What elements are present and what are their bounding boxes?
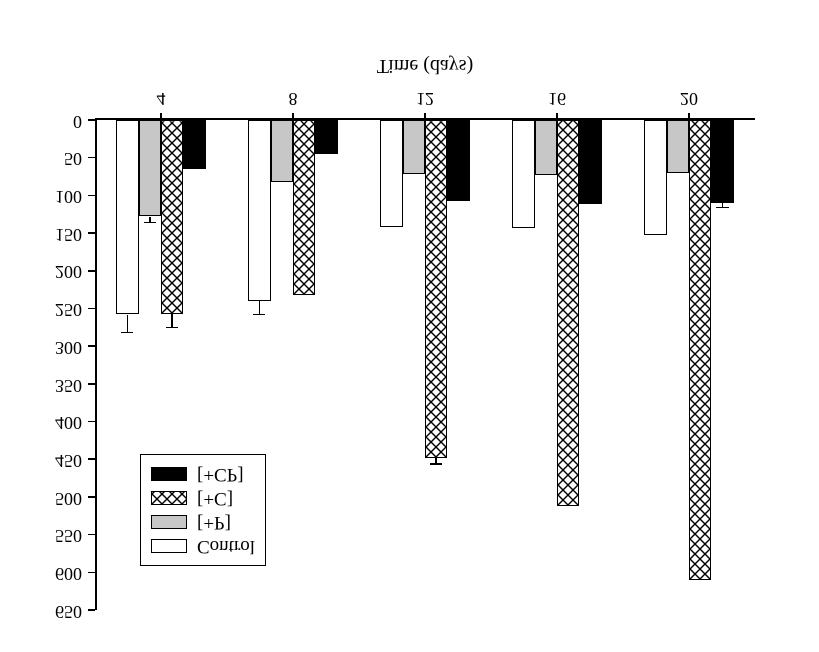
y-tick-label: 50 — [64, 148, 82, 169]
y-tick-label: 300 — [55, 337, 82, 358]
bar-p — [535, 120, 557, 175]
y-tick — [88, 421, 95, 423]
y-tick — [88, 270, 95, 272]
x-tick — [292, 113, 294, 120]
x-tick — [424, 113, 426, 120]
y-tick-label: 250 — [55, 299, 82, 320]
y-tick — [88, 496, 95, 498]
error-cap — [121, 332, 133, 334]
x-tick-label: 20 — [659, 88, 719, 109]
y-tick — [88, 534, 95, 536]
legend-swatch-cp — [151, 467, 187, 481]
y-tick — [88, 308, 95, 310]
error-cap — [166, 327, 178, 329]
y-tick-label: 0 — [73, 111, 82, 132]
bar-chart: 0 50 100 150 200 250 300 350 400 450 500 550 600 650 4… — [0, 0, 819, 652]
legend-label-c: [+C] — [197, 487, 233, 509]
y-tick-label: 350 — [55, 375, 82, 396]
y-tick-label: 500 — [55, 488, 82, 509]
bar-cp — [579, 120, 601, 204]
bar-cp — [447, 120, 469, 201]
y-tick — [88, 345, 95, 347]
error-cap — [716, 207, 728, 209]
legend-item-c: [+C] — [151, 487, 255, 509]
y-tick-label: 650 — [55, 601, 82, 622]
legend-label-cp: [+CP] — [197, 463, 244, 485]
error-cap — [430, 463, 442, 465]
legend-label-control: Control — [197, 535, 255, 557]
legend: Control[+P][+C][+CP] — [140, 454, 266, 566]
error-cap — [144, 222, 156, 224]
flipped-canvas: 0 50 100 150 200 250 300 350 400 450 500 550 600 650 4… — [0, 0, 819, 652]
x-tick — [160, 113, 162, 120]
error-cap — [253, 314, 265, 316]
error-bar — [259, 301, 261, 315]
y-tick — [88, 609, 95, 611]
y-tick — [88, 195, 95, 197]
x-tick-label: 16 — [527, 88, 587, 109]
error-bar — [127, 315, 129, 333]
bar-cp — [315, 120, 337, 154]
bar-c — [161, 120, 183, 314]
legend-item-p: [+P] — [151, 511, 255, 533]
bar-p — [139, 120, 161, 216]
legend-label-p: [+P] — [197, 511, 231, 533]
y-tick — [88, 119, 95, 121]
stage: 0 50 100 150 200 250 300 350 400 450 500 550 600 650 4… — [0, 0, 819, 652]
bar-cp — [711, 120, 733, 203]
bar-control — [380, 120, 402, 227]
x-tick-label: 4 — [131, 88, 191, 109]
error-bar — [171, 314, 173, 328]
legend-item-control: Control — [151, 535, 255, 557]
bar-control — [512, 120, 534, 228]
y-tick — [88, 157, 95, 159]
x-tick-label: 12 — [395, 88, 455, 109]
bar-c — [425, 120, 447, 458]
y-tick — [88, 572, 95, 574]
bar-c — [689, 120, 711, 580]
bar-c — [293, 120, 315, 295]
legend-swatch-control — [151, 539, 187, 553]
x-tick — [688, 113, 690, 120]
x-tick — [556, 113, 558, 120]
bar-control — [248, 120, 270, 301]
y-tick-label: 450 — [55, 450, 82, 471]
bar-p — [403, 120, 425, 174]
y-tick-label: 400 — [55, 412, 82, 433]
x-axis-title: Time (days) — [95, 54, 755, 77]
y-tick-label: 600 — [55, 563, 82, 584]
y-tick-label: 200 — [55, 261, 82, 282]
y-tick-label: 100 — [55, 186, 82, 207]
bar-c — [557, 120, 579, 506]
y-tick — [88, 383, 95, 385]
legend-swatch-c — [151, 491, 187, 505]
bar-control — [644, 120, 666, 235]
y-tick — [88, 232, 95, 234]
y-axis — [95, 120, 97, 610]
y-tick-label: 150 — [55, 224, 82, 245]
x-tick-label: 8 — [263, 88, 323, 109]
y-tick-label: 550 — [55, 525, 82, 546]
legend-item-cp: [+CP] — [151, 463, 255, 485]
bar-control — [116, 120, 138, 314]
y-tick — [88, 458, 95, 460]
bar-cp — [183, 120, 205, 169]
legend-swatch-p — [151, 515, 187, 529]
bar-p — [271, 120, 293, 182]
bar-p — [667, 120, 689, 173]
